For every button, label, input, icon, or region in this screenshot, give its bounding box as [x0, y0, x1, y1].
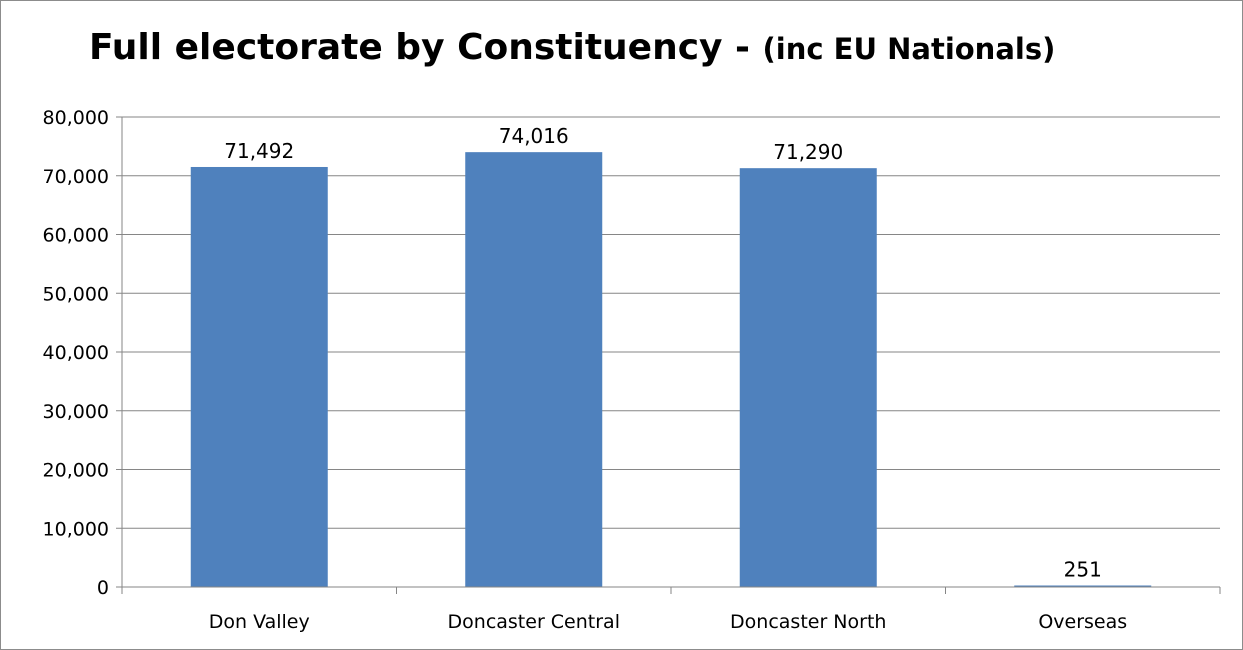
- y-tick-label: 60,000: [43, 225, 109, 247]
- bar: [1014, 585, 1152, 587]
- y-tick-label: 10,000: [43, 518, 109, 540]
- data-label: 74,016: [499, 124, 569, 148]
- x-category-label: Doncaster North: [730, 611, 886, 633]
- bar: [739, 168, 877, 587]
- chart-title: Full electorate by Constituency - (inc E…: [89, 27, 1055, 68]
- y-tick-label: 20,000: [43, 460, 109, 482]
- bar: [465, 152, 603, 587]
- data-label: 71,492: [224, 139, 294, 163]
- y-tick-label: 0: [97, 577, 109, 599]
- y-tick-label: 50,000: [43, 283, 109, 305]
- y-tick-label: 30,000: [43, 401, 109, 423]
- x-category-label: Don Valley: [209, 611, 310, 633]
- y-axis-ticks: 0 10,000 20,000 30,000 40,000 50,000 60,000 70,…: [43, 107, 122, 599]
- chart-title-main: Full electorate by Constituency -: [89, 27, 763, 68]
- y-tick-label: 40,000: [43, 342, 109, 364]
- bar: [190, 166, 328, 587]
- data-label: 251: [1064, 558, 1102, 582]
- y-tick-label: 80,000: [43, 107, 109, 129]
- y-tick-label: 70,000: [43, 166, 109, 188]
- x-axis-categories: Don Valley Doncaster Central Doncaster Nor…: [209, 611, 1127, 633]
- data-labels: 71,492 74,016 71,290 251: [224, 124, 1102, 581]
- axes: [121, 117, 1221, 594]
- chart-title-suffix: (inc EU Nationals): [763, 32, 1056, 66]
- x-category-label: Doncaster Central: [448, 611, 620, 633]
- bars: [190, 152, 1152, 587]
- data-label: 71,290: [773, 140, 843, 164]
- x-category-label: Overseas: [1038, 611, 1127, 633]
